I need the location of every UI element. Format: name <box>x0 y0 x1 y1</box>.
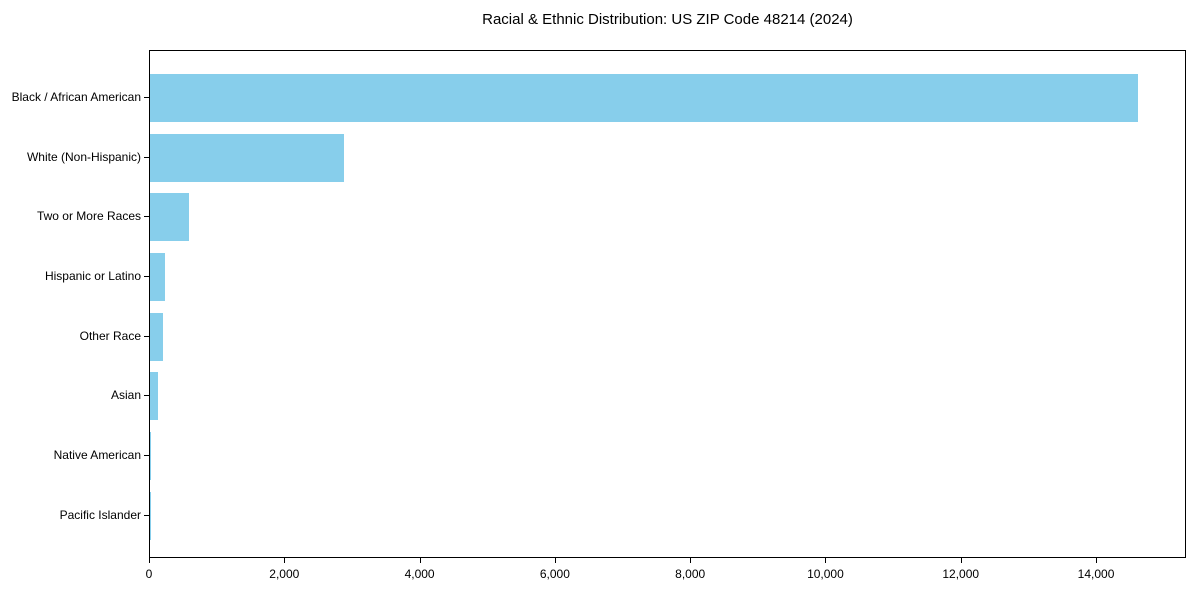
x-axis-tick-label: 2,000 <box>269 567 300 581</box>
y-axis-tick-label: Hispanic or Latino <box>44 268 141 283</box>
x-axis-tick-mark <box>284 558 286 563</box>
bar <box>150 74 1138 122</box>
y-axis-tick-label: Pacific Islander <box>59 507 141 522</box>
x-axis-tick-label: 10,000 <box>807 567 844 581</box>
y-axis-tick-mark <box>144 275 149 277</box>
x-axis-tick-mark <box>1096 558 1098 563</box>
x-axis-tick-label: 8,000 <box>675 567 706 581</box>
y-axis-tick-mark <box>144 395 149 397</box>
chart-title: Racial & Ethnic Distribution: US ZIP Cod… <box>482 11 853 28</box>
y-axis-tick-mark <box>144 335 149 337</box>
plot-area <box>149 50 1186 558</box>
y-axis-tick-label: White (Non-Hispanic) <box>26 149 141 164</box>
x-axis-tick-mark <box>419 558 421 563</box>
bar <box>150 252 165 301</box>
x-axis-tick-label: 4,000 <box>404 567 435 581</box>
y-axis-tick-mark <box>144 514 149 516</box>
y-axis-tick-label: Other Race <box>79 328 141 343</box>
bar <box>150 431 151 480</box>
y-axis-tick-mark <box>144 97 149 98</box>
x-axis-tick-label: 12,000 <box>942 567 980 581</box>
y-axis-tick-label: Native American <box>53 447 141 462</box>
bar <box>150 312 163 361</box>
y-axis-tick-mark <box>144 216 149 218</box>
x-axis-tick-label: 6,000 <box>539 567 570 581</box>
x-axis-tick-mark <box>960 558 962 563</box>
y-axis-tick-label: Black / African American <box>11 90 141 104</box>
bar <box>150 372 159 421</box>
x-axis-tick-mark <box>149 558 150 563</box>
y-axis-tick-label: Two or More Races <box>36 209 141 224</box>
x-axis-tick-mark <box>690 558 692 563</box>
x-axis-tick-label: 14,000 <box>1077 567 1115 581</box>
x-axis-tick-label: 0 <box>145 567 153 581</box>
y-axis-tick-mark <box>144 156 149 158</box>
y-axis-tick-mark <box>144 454 149 456</box>
bar <box>150 133 345 182</box>
bar <box>150 193 190 242</box>
y-axis-tick-label: Asian <box>110 388 141 403</box>
x-axis-tick-mark <box>554 558 556 563</box>
x-axis-tick-mark <box>825 558 827 563</box>
